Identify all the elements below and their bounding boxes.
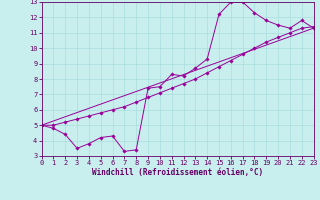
X-axis label: Windchill (Refroidissement éolien,°C): Windchill (Refroidissement éolien,°C) — [92, 168, 263, 177]
